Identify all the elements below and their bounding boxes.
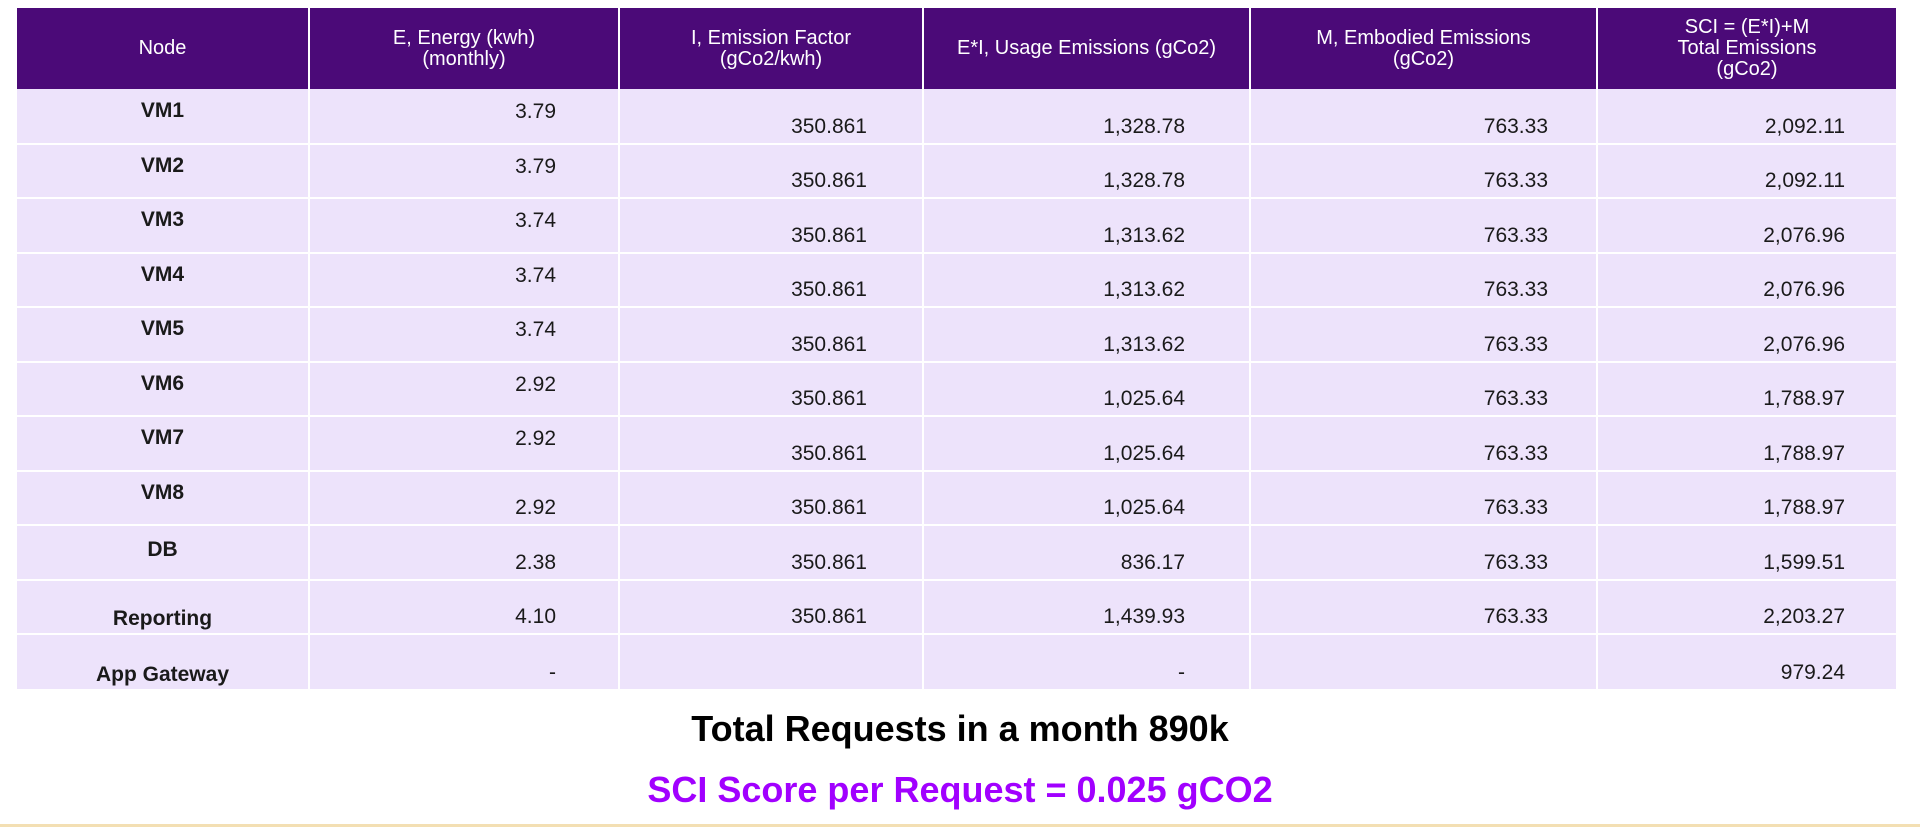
table-header-row: Node E, Energy (kwh) (monthly) I, Emissi… (17, 8, 1896, 89)
cell-energy: 2.92 (309, 361, 620, 417)
cell-node: App Gateway (17, 634, 310, 689)
table-row: VM4 3.74 350.861 1,313.62 763.33 2,076.9… (17, 252, 1896, 308)
cell-usage-emissions: 836.17 (923, 525, 1251, 581)
cell-embodied-emissions: 763.33 (1250, 198, 1598, 254)
table-row: VM3 3.74 350.861 1,313.62 763.33 2,076.9… (17, 198, 1896, 254)
cell-energy: 3.74 (309, 252, 620, 308)
cell-usage-emissions: 1,328.78 (923, 143, 1251, 199)
cell-emission-factor: 350.861 (619, 252, 924, 308)
header-node: Node (17, 8, 310, 89)
cell-total-emissions: 979.24 (1597, 634, 1896, 689)
cell-usage-emissions: 1,025.64 (923, 416, 1251, 472)
cell-usage-emissions: - (923, 634, 1251, 689)
total-requests-text: Total Requests in a month 890k (691, 708, 1229, 749)
header-usage-emissions: E*I, Usage Emissions (gCo2) (923, 8, 1251, 89)
table-row: VM1 3.79 350.861 1,328.78 763.33 2,092.1… (17, 89, 1896, 145)
cell-energy: 3.79 (309, 89, 620, 145)
cell-total-emissions: 2,092.11 (1597, 143, 1896, 199)
cell-total-emissions: 2,092.11 (1597, 89, 1896, 145)
header-energy: E, Energy (kwh) (monthly) (309, 8, 620, 89)
cell-embodied-emissions: 763.33 (1250, 143, 1598, 199)
cell-total-emissions: 2,076.96 (1597, 198, 1896, 254)
cell-emission-factor: 350.861 (619, 307, 924, 363)
cell-node: VM1 (17, 89, 310, 145)
cell-emission-factor: 350.861 (619, 361, 924, 417)
cell-energy: 3.74 (309, 307, 620, 363)
cell-usage-emissions: 1,025.64 (923, 361, 1251, 417)
table-row: App Gateway - - 979.24 (17, 634, 1896, 689)
cell-energy: 2.92 (309, 416, 620, 472)
cell-node: DB (17, 525, 310, 581)
table-row: Reporting 4.10 350.861 1,439.93 763.33 2… (17, 579, 1896, 635)
cell-total-emissions: 2,203.27 (1597, 579, 1896, 635)
cell-usage-emissions: 1,313.62 (923, 307, 1251, 363)
cell-usage-emissions: 1,313.62 (923, 198, 1251, 254)
cell-total-emissions: 1,788.97 (1597, 470, 1896, 526)
cell-embodied-emissions: 763.33 (1250, 470, 1598, 526)
cell-usage-emissions: 1,439.93 (923, 579, 1251, 635)
cell-usage-emissions: 1,025.64 (923, 470, 1251, 526)
bottom-divider (0, 824, 1920, 827)
table-row: VM6 2.92 350.861 1,025.64 763.33 1,788.9… (17, 361, 1896, 417)
cell-energy: 2.38 (309, 525, 620, 581)
cell-embodied-emissions (1250, 634, 1598, 689)
table-row: VM2 3.79 350.861 1,328.78 763.33 2,092.1… (17, 143, 1896, 199)
header-total-emissions: SCI = (E*I)+M Total Emissions (gCo2) (1597, 8, 1896, 89)
table-row: DB 2.38 350.861 836.17 763.33 1,599.51 (17, 525, 1896, 581)
cell-embodied-emissions: 763.33 (1250, 416, 1598, 472)
cell-embodied-emissions: 763.33 (1250, 525, 1598, 581)
table-row: VM5 3.74 350.861 1,313.62 763.33 2,076.9… (17, 307, 1896, 363)
cell-node: VM8 (17, 470, 310, 526)
cell-emission-factor: 350.861 (619, 470, 924, 526)
cell-node: VM5 (17, 307, 310, 363)
cell-node: Reporting (17, 579, 310, 635)
header-embodied-emissions: M, Embodied Emissions (gCo2) (1250, 8, 1598, 89)
cell-energy: 3.74 (309, 198, 620, 254)
cell-energy: - (309, 634, 620, 689)
cell-node: VM3 (17, 198, 310, 254)
cell-energy: 3.79 (309, 143, 620, 199)
cell-total-emissions: 1,788.97 (1597, 361, 1896, 417)
cell-total-emissions: 1,599.51 (1597, 525, 1896, 581)
cell-embodied-emissions: 763.33 (1250, 252, 1598, 308)
cell-energy: 4.10 (309, 579, 620, 635)
sci-score-text: SCI Score per Request = 0.025 gCO2 (647, 769, 1273, 810)
cell-embodied-emissions: 763.33 (1250, 361, 1598, 417)
cell-emission-factor: 350.861 (619, 198, 924, 254)
cell-total-emissions: 2,076.96 (1597, 307, 1896, 363)
cell-embodied-emissions: 763.33 (1250, 579, 1598, 635)
cell-node: VM7 (17, 416, 310, 472)
cell-node: VM6 (17, 361, 310, 417)
cell-total-emissions: 2,076.96 (1597, 252, 1896, 308)
cell-usage-emissions: 1,313.62 (923, 252, 1251, 308)
cell-total-emissions: 1,788.97 (1597, 416, 1896, 472)
cell-emission-factor (619, 634, 924, 689)
header-emission-factor: I, Emission Factor (gCo2/kwh) (619, 8, 924, 89)
emissions-table: Node E, Energy (kwh) (monthly) I, Emissi… (17, 8, 1896, 689)
cell-energy: 2.92 (309, 470, 620, 526)
cell-emission-factor: 350.861 (619, 143, 924, 199)
table-row: VM7 2.92 350.861 1,025.64 763.33 1,788.9… (17, 416, 1896, 472)
cell-emission-factor: 350.861 (619, 89, 924, 145)
cell-emission-factor: 350.861 (619, 416, 924, 472)
cell-usage-emissions: 1,328.78 (923, 89, 1251, 145)
cell-embodied-emissions: 763.33 (1250, 307, 1598, 363)
cell-emission-factor: 350.861 (619, 579, 924, 635)
cell-node: VM2 (17, 143, 310, 199)
cell-embodied-emissions: 763.33 (1250, 89, 1598, 145)
table-row: VM8 2.92 350.861 1,025.64 763.33 1,788.9… (17, 470, 1896, 526)
cell-emission-factor: 350.861 (619, 525, 924, 581)
cell-node: VM4 (17, 252, 310, 308)
